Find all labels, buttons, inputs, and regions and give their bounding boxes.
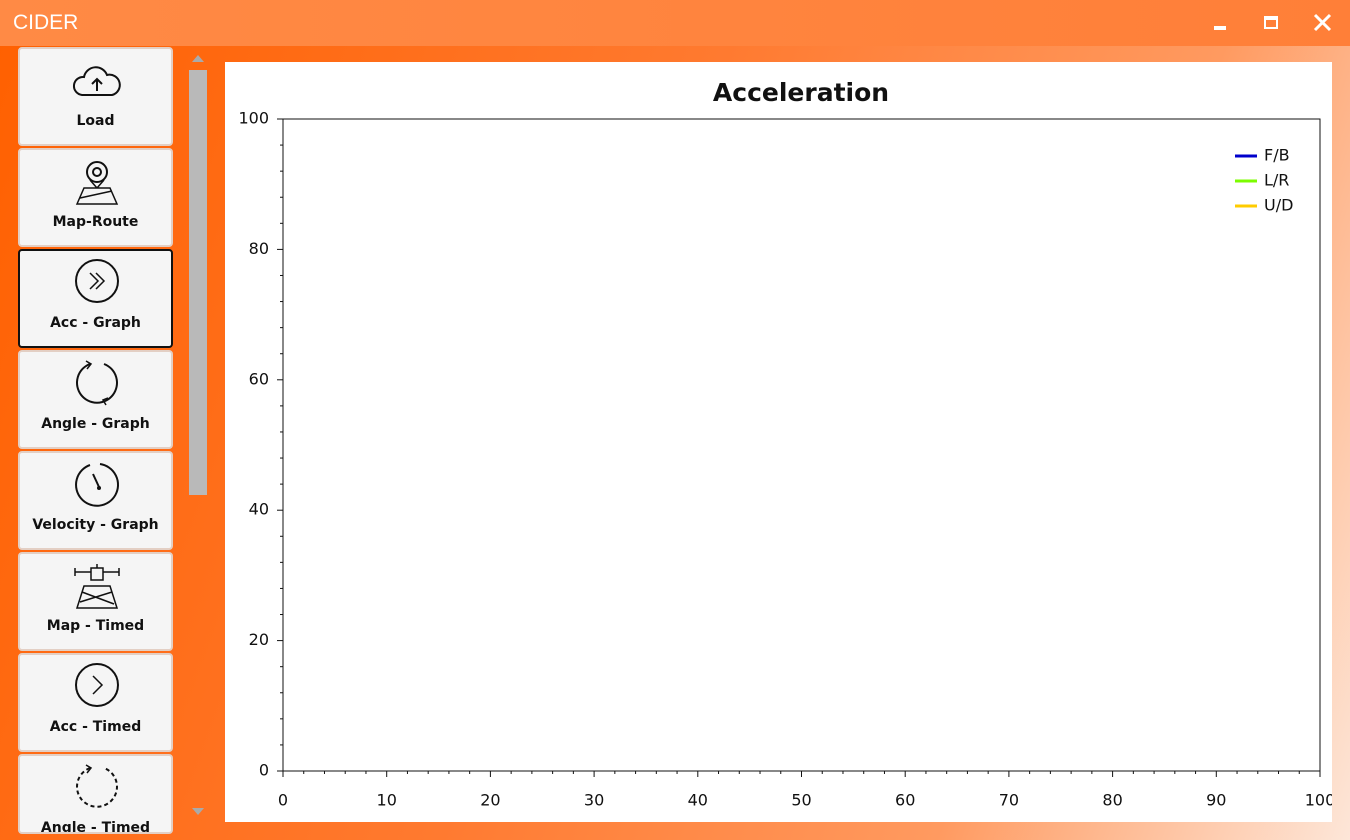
window-title: CIDER [13,11,79,34]
x-tick-label: 80 [1102,791,1122,810]
icon [76,360,118,406]
nav-button[interactable]: Load [18,47,173,146]
plot-area [282,118,1321,772]
icon [73,66,121,96]
nav-button[interactable]: Angle - Timed [18,754,173,834]
x-tick-label: 100 [1305,791,1332,810]
x-tick-label: 50 [791,791,811,810]
y-tick-label: 60 [249,369,269,388]
icon [75,463,120,507]
y-tick-label: 40 [249,500,269,519]
x-tick-label: 20 [480,791,500,810]
x-tick-label: 30 [584,791,604,810]
y-tick-label: 80 [249,239,269,258]
nav-button[interactable]: Acc - Graph [18,249,173,348]
close-button[interactable] [1312,12,1334,34]
chart-title: Acceleration [713,78,889,107]
minimize-button[interactable] [1210,12,1232,34]
legend-label: F/B [1264,146,1290,165]
nav-button[interactable]: Velocity - Graph [18,451,173,550]
icon [75,663,119,707]
nav-label: Acc - Timed [49,719,142,735]
y-tick-label: 0 [259,761,269,780]
nav-label: Load [76,113,115,129]
x-tick-label: 0 [278,791,288,810]
nav-button[interactable]: Acc - Timed [18,653,173,752]
y-tick-label: 100 [238,109,269,128]
nav-label: Angle - Timed [40,820,151,834]
x-tick-label: 60 [895,791,915,810]
legend-label: U/D [1264,196,1293,215]
icon [75,161,119,205]
y-tick-label: 20 [249,630,269,649]
nav-label: Map-Route [52,214,139,230]
nav-button[interactable]: Angle - Graph [18,350,173,449]
nav-label: Map - Timed [46,618,145,634]
scroll-thumb[interactable] [189,70,207,495]
legend-label: L/R [1264,171,1289,190]
title-bar: CIDER [0,0,1350,46]
nav-button[interactable]: Map-Route [18,148,173,247]
nav-label: Acc - Graph [50,315,141,331]
icon [74,564,120,609]
scrollbar[interactable] [189,50,207,820]
x-tick-label: 70 [999,791,1019,810]
nav-label: Velocity - Graph [32,517,159,533]
chart-panel: Acceleration 0 20 40 60 80 100 0 10 20 30 40 50 60 70… [225,62,1335,822]
x-tick-label: 90 [1206,791,1226,810]
nav-label: Angle - Graph [41,416,150,432]
icon [76,764,118,808]
x-tick-label: 40 [688,791,708,810]
maximize-button[interactable] [1261,12,1283,34]
x-tick-label: 10 [377,791,397,810]
icon [75,259,119,303]
nav-button[interactable]: Map - Timed [18,552,173,651]
chart: Acceleration 0 20 40 60 80 100 0 10 20 30 40 50 60 70… [238,78,1335,810]
